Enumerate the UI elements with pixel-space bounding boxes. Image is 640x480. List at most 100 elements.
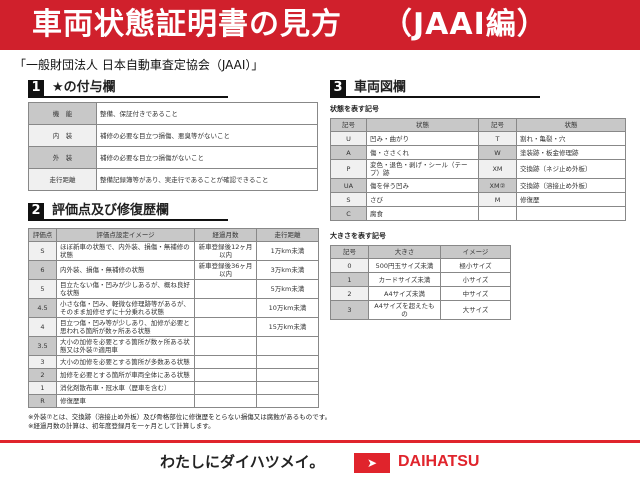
table-cell <box>478 206 517 221</box>
table-cell: 3 <box>330 300 369 320</box>
table-cell: A4サイズ未満 <box>368 286 441 301</box>
table-cell: 割れ・亀裂・穴 <box>516 131 626 146</box>
right-column: 3 車両図欄 状態を表す記号 記号 状態 記号 状態 U 凹み・曲がり T 割れ・亀裂・穴 A 傷・… <box>330 80 626 320</box>
table-row: 内 装補修の必要な目立つ損傷、悪臭等がないこと <box>28 124 318 147</box>
table-cell: S <box>330 192 367 207</box>
row-label: 外 装 <box>28 146 97 169</box>
table-row: 記号 大きさ イメージ <box>330 245 511 259</box>
section-number: 3 <box>330 80 346 96</box>
table-cell: 5万km未満 <box>256 279 319 299</box>
size-label: 大きさを表す記号 <box>330 232 386 240</box>
table-cell: 6 <box>28 260 57 280</box>
table-cell: 2 <box>28 368 57 382</box>
page-header: 車両状態証明書の見方 （JAAI編） <box>0 0 640 50</box>
table-row: 記号 状態 記号 状態 <box>330 118 626 132</box>
table-row: 3 A4サイズを超えたもの 大サイズ <box>330 300 511 320</box>
page-subtitle: （JAAI編） <box>382 7 548 42</box>
section-title: ★の付与欄 <box>52 80 116 95</box>
section3-heading: 3 車両図欄 <box>330 80 540 98</box>
table-row: S ほぼ新車の状態で、内外装、損傷・無補修の状態 新車登録後12ヶ月以内 1万km未満 <box>28 241 319 261</box>
column-header: 状態 <box>366 118 479 132</box>
table-row: 機 能整備、保証付きであること <box>28 102 318 125</box>
table-row: A 傷・ささくれ W 塗装跡・板金修理跡 <box>330 145 626 160</box>
section-number: 2 <box>28 203 44 219</box>
table-cell: ほぼ新車の状態で、内外装、損傷・無補修の状態 <box>56 241 195 261</box>
table-cell <box>194 336 257 356</box>
condition-label: 状態を表す記号 <box>330 105 379 113</box>
column-header: 状態 <box>516 118 626 132</box>
table-cell: 2 <box>330 286 369 301</box>
footnote: ※経過月数の計算は、初年度登録月を一ヶ月として計算します。 <box>28 422 215 430</box>
table-cell: XM② <box>478 178 517 193</box>
row-text: 補修の必要な目立つ損傷、悪臭等がないこと <box>96 124 318 147</box>
table-cell <box>194 355 257 369</box>
table-cell: T <box>478 131 517 146</box>
table-cell: 凹み・曲がり <box>366 131 479 146</box>
column-header: 記号 <box>330 118 367 132</box>
section1-heading: 1 ★の付与欄 <box>28 80 228 98</box>
slogan-logo: わたしにダイハツメイ。 <box>160 453 325 471</box>
table-cell: A <box>330 145 367 160</box>
table-cell: 15万km未満 <box>256 317 319 337</box>
section2-heading: 2 評価点及び修復歴欄 <box>28 203 228 221</box>
section-number: 1 <box>28 80 44 96</box>
table-cell: U <box>330 131 367 146</box>
table-cell <box>256 355 319 369</box>
table-cell: 内外装、損傷・無補修の状態 <box>56 260 195 280</box>
table-cell: 4 <box>28 317 57 337</box>
daihatsu-mark-icon: ➤ <box>354 453 390 473</box>
brand-logo: DAIHATSU <box>398 453 480 470</box>
table-cell: 500円玉サイズ未満 <box>368 258 441 273</box>
table-cell: 3.5 <box>28 336 57 356</box>
divider <box>0 440 640 443</box>
row-label: 走行距離 <box>28 168 97 191</box>
table-cell: 腐食 <box>366 206 479 221</box>
table-row: 3 大小の加修を必要とする箇所が多数ある状態 <box>28 355 319 369</box>
row-label: 機 能 <box>28 102 97 125</box>
table-cell: 消化剤散布車・冠水車（歴車を含む） <box>56 381 195 395</box>
size-table: 記号 大きさ イメージ 0 500円玉サイズ未満 極小サイズ 1 カードサイズ未満 小サイズ 2 A… <box>330 245 511 320</box>
column-header: 記号 <box>330 245 369 259</box>
table-cell: 3 <box>28 355 57 369</box>
table-row: C 腐食 <box>330 206 626 221</box>
table-cell: 極小サイズ <box>440 258 511 273</box>
table-row: 6 内外装、損傷・無補修の状態 新車登録後36ヶ月以内 3万km未満 <box>28 260 319 280</box>
table-cell: 大小の加修を必要とする箇所が多数ある状態 <box>56 355 195 369</box>
table-cell: 大小の加修を必要とする箇所が数ヶ所ある状態又は外装⑦適用車 <box>56 336 195 356</box>
column-header: イメージ <box>440 245 511 259</box>
table-row: 0 500円玉サイズ未満 極小サイズ <box>330 258 511 273</box>
table-row: 走行距離 整備記録簿等があり、実走行であることが確認できること <box>28 168 318 191</box>
column-header: 大きさ <box>368 245 441 259</box>
star-table: 機 能整備、保証付きであること内 装補修の必要な目立つ損傷、悪臭等がないこと外 … <box>28 102 318 191</box>
table-cell: 目立つ傷・凹み等が少しあり、加修が必要と思われる箇所が数ヶ所ある状態 <box>56 317 195 337</box>
organization-name: 「一般財団法人 日本自動車査定協会（JAAI）」 <box>14 58 264 72</box>
table-cell: 新車登録後12ヶ月以内 <box>194 241 257 261</box>
table-cell: 4.5 <box>28 298 57 318</box>
table-cell: 中サイズ <box>440 286 511 301</box>
table-cell: 1 <box>330 272 369 287</box>
column-header: 走行距離 <box>256 228 319 242</box>
table-cell: 塗装跡・板金修理跡 <box>516 145 626 160</box>
table-cell: 1 <box>28 381 57 395</box>
table-cell: 0 <box>330 258 369 273</box>
condition-table: 記号 状態 記号 状態 U 凹み・曲がり T 割れ・亀裂・穴 A 傷・ささくれ W 塗装跡・板金修理跡… <box>330 118 626 221</box>
table-cell: 傷を伴う凹み <box>366 178 479 193</box>
table-cell: UA <box>330 178 367 193</box>
table-cell: W <box>478 145 517 160</box>
table-cell: S <box>28 241 57 261</box>
table-cell: 目立たない傷・凹みが少しあるが、概ね良好な状態 <box>56 279 195 299</box>
table-cell <box>194 298 257 318</box>
table-cell <box>516 206 626 221</box>
table-cell: 傷・ささくれ <box>366 145 479 160</box>
table-cell: A4サイズを超えたもの <box>368 300 441 320</box>
column-header: 評価点 <box>28 228 57 242</box>
table-row: 1 消化剤散布車・冠水車（歴車を含む） <box>28 381 319 395</box>
table-row: 2 加修を必要とする箇所が車両全体にある状態 <box>28 368 319 382</box>
table-cell: 小さな傷・凹み、軽微な修理跡等があるが、そのまま加修せずに十分乗れる状態 <box>56 298 195 318</box>
table-row: 評価点 評価点設定イメージ 経過月数 走行距離 <box>28 228 319 242</box>
table-row: S さび M 修復歴 <box>330 192 626 207</box>
table-cell <box>194 368 257 382</box>
table-cell <box>194 381 257 395</box>
table-cell: 5 <box>28 279 57 299</box>
row-text: 補修の必要な目立つ損傷がないこと <box>96 146 318 169</box>
